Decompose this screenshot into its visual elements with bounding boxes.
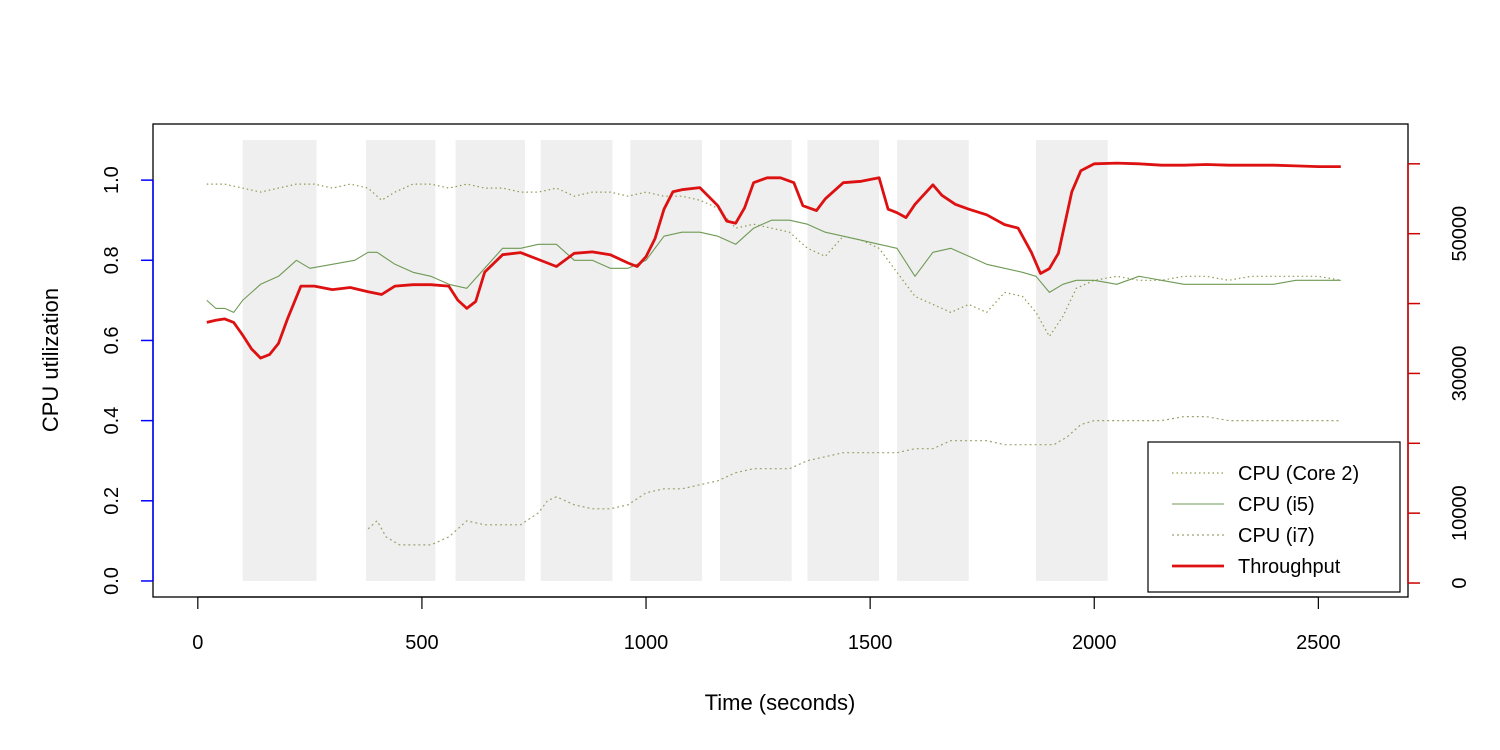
axes: 0 500 1000 1500 2000 2500 0.0 0.2 0.4 0.6 0.8 1.0 0 1… xyxy=(101,163,1471,654)
y-tick-label: 0.6 xyxy=(101,327,123,355)
x-axis-label: Time (seconds) xyxy=(705,690,856,715)
series-layer xyxy=(206,161,1341,546)
legend-label: CPU (i7) xyxy=(1238,525,1315,547)
x-tick-label: 500 xyxy=(405,632,438,654)
legend: CPU (Core 2) CPU (i5) CPU (i7) Throughput xyxy=(1147,441,1401,593)
shaded-band xyxy=(1035,140,1108,581)
shaded-band xyxy=(455,140,526,581)
legend-label: CPU (Core 2) xyxy=(1238,463,1359,485)
shaded-band xyxy=(719,140,792,581)
y2-tick-label: 0 xyxy=(1449,577,1471,588)
series-line xyxy=(206,219,1341,313)
x-tick-label: 1000 xyxy=(624,632,669,654)
shaded-band xyxy=(242,140,317,581)
y2-tick-label: 10000 xyxy=(1449,485,1471,541)
y-tick-label: 0.2 xyxy=(101,487,123,515)
y-tick-label: 0.4 xyxy=(101,407,123,435)
y-tick-label: 1.0 xyxy=(101,166,123,194)
shaded-band xyxy=(540,140,613,581)
shaded-band xyxy=(630,140,703,581)
series-line xyxy=(367,416,1341,546)
shaded-band xyxy=(365,140,436,581)
legend-label: CPU (i5) xyxy=(1238,494,1315,516)
shaded-band xyxy=(807,140,880,581)
y-axis-label: CPU utilization xyxy=(38,288,63,432)
shaded-intervals xyxy=(242,140,1108,581)
x-tick-label: 2000 xyxy=(1072,632,1117,654)
y-tick-label: 0.8 xyxy=(101,246,123,274)
legend-label: Throughput xyxy=(1238,556,1341,578)
y-tick-label: 0.0 xyxy=(101,567,123,595)
series-line xyxy=(206,161,1341,360)
y2-tick-label: 50000 xyxy=(1449,206,1471,262)
x-tick-label: 1500 xyxy=(848,632,893,654)
y2-tick-label: 30000 xyxy=(1449,346,1471,402)
x-tick-label: 2500 xyxy=(1296,632,1341,654)
x-tick-label: 0 xyxy=(192,632,203,654)
